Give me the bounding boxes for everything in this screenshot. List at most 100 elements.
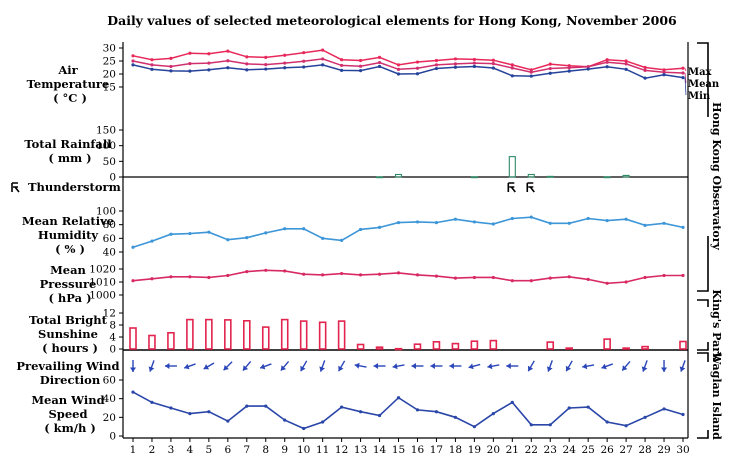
pressure-line-point <box>472 275 476 280</box>
x-tick-label: 14 <box>373 444 387 456</box>
temperature-legend-max: Max <box>688 67 713 78</box>
temperature-mean-line-point <box>302 59 306 63</box>
temperature-max-line-point <box>548 62 552 66</box>
sunshine-label-line-1: Total Bright <box>29 313 108 327</box>
humidity-line-point <box>472 220 476 224</box>
temperature-mean-line-point <box>169 64 173 69</box>
temperature-max-line-point <box>169 56 173 61</box>
x-tick-label: 12 <box>335 444 348 456</box>
humidity-line-point <box>340 238 344 242</box>
temperature-min-line-point <box>358 69 363 73</box>
humidity-label-line-1: Mean Relative <box>22 214 114 228</box>
temperature-min-line-point <box>453 65 458 69</box>
sunshine-label-line-3: ( hours ) <box>42 341 98 355</box>
wind-direction-arrow-head <box>260 363 266 370</box>
wind-direction-arrow-head <box>582 363 588 370</box>
wind-speed-line-point <box>605 420 609 424</box>
temperature-min-line-point <box>567 69 571 73</box>
humidity-line-point <box>396 221 401 225</box>
wind-speed-line-point <box>396 396 401 400</box>
temperature-max-line-point <box>302 51 306 55</box>
temperature-max-line-point <box>510 63 514 67</box>
rainfall-tick-label: 150 <box>96 125 116 137</box>
pressure-line-point <box>453 276 458 280</box>
temperature-mean-line-point <box>207 61 211 65</box>
temperature-legend-min: Min <box>688 91 711 102</box>
temperature-mean-line-point <box>188 62 192 66</box>
sunshine-label-line-2: Sunshine <box>38 327 98 341</box>
humidity-line-point <box>662 221 666 225</box>
temperature-mean-line-point <box>434 63 439 67</box>
humidity-line-point <box>226 238 230 242</box>
hko-bracket-lower <box>697 236 709 292</box>
humidity-tick-label: 60 <box>103 233 116 245</box>
sunshine-bar <box>224 319 232 350</box>
humidity-line-point <box>264 231 268 235</box>
wind-speed-line-point <box>472 425 476 429</box>
rainfall-bar <box>508 156 516 178</box>
pressure-tick-label: 1000 <box>89 290 116 302</box>
sunshine-bar <box>432 340 441 350</box>
wind-speed-label-line-2: Speed <box>48 407 87 421</box>
sunshine-bar <box>679 340 687 350</box>
temperature-min-line-point <box>131 63 135 67</box>
sunshine-bar <box>546 341 555 350</box>
sunshine-bar <box>148 334 156 350</box>
wind-direction-arrow-head <box>622 365 628 371</box>
wind-direction-arrow-head <box>449 363 454 369</box>
temperature-mean-line-point <box>377 60 382 65</box>
sunshine-bar <box>413 343 422 350</box>
wind-direction-label-line-2: Direction <box>40 373 101 387</box>
wind_speed-tick-label: 0 <box>109 431 116 443</box>
wind-direction-arrow-head <box>354 362 360 369</box>
thunderstorm-icon <box>507 182 516 193</box>
x-tick-label: 9 <box>281 444 288 456</box>
wind-speed-line-point <box>207 410 211 414</box>
temperature-max-line-point <box>662 68 666 72</box>
humidity-line-point <box>643 223 647 227</box>
humidity-line-point <box>605 218 609 223</box>
humidity-line-point <box>415 220 420 224</box>
x-tick-label: 10 <box>297 444 310 456</box>
pressure-label-line-2: Pressure <box>40 277 97 291</box>
temperature-max-line-point <box>358 58 363 63</box>
wind-speed-line-point <box>586 405 590 409</box>
temperature-mean-line-point <box>643 68 647 72</box>
humidity-label: Mean Relative Humidity ( % ) <box>22 214 118 256</box>
temperature-label-line-2: Temperature <box>27 77 110 91</box>
temperature-mean-line-point <box>415 66 420 70</box>
temperature-max-line-point <box>188 51 192 55</box>
temperature-mean-line-point <box>245 62 249 66</box>
temperature-legend-leader <box>684 77 687 96</box>
wind-speed-line-point <box>226 419 230 423</box>
thunderstorm-legend: Thunderstorm <box>11 180 121 194</box>
wind-speed-line-point <box>510 400 514 404</box>
temperature-min-line-point <box>491 66 495 70</box>
humidity-line-point <box>245 236 249 240</box>
temperature-max-line-point <box>283 53 287 57</box>
temperature-min-line-point <box>548 71 552 75</box>
hko-station-label: Hong Kong Observatory <box>710 102 723 250</box>
wind-direction-label: Prevailing Wind Direction <box>16 359 123 387</box>
rainfall-tick-label: 0 <box>109 172 116 184</box>
sunshine-bar <box>242 319 251 350</box>
sunshine-bar <box>299 320 308 350</box>
hko-bracket <box>697 42 709 117</box>
temperature-min-line-point <box>207 68 211 72</box>
temperature-min-line-point <box>340 68 344 72</box>
temperature-mean-line-point <box>567 66 571 70</box>
humidity-line-point <box>434 221 439 225</box>
humidity-tick-label: 100 <box>96 206 116 218</box>
temperature-max-line-point <box>264 55 268 59</box>
rainfall-tick-label: 100 <box>96 140 116 152</box>
wind-direction-label-line-1: Prevailing Wind <box>16 359 119 373</box>
wind-direction-arrow-head <box>546 366 553 372</box>
sunshine-bar <box>451 342 460 350</box>
pressure-tick-label: 1020 <box>89 264 116 276</box>
temperature-mean-line-point <box>321 57 325 61</box>
x-tick-label: 27 <box>619 444 632 456</box>
wind-speed-label-line-3: ( km/h ) <box>44 421 96 435</box>
temperature-max-line-point <box>529 68 533 72</box>
x-tick-label: 4 <box>187 444 194 456</box>
pressure-line-point <box>624 280 628 284</box>
